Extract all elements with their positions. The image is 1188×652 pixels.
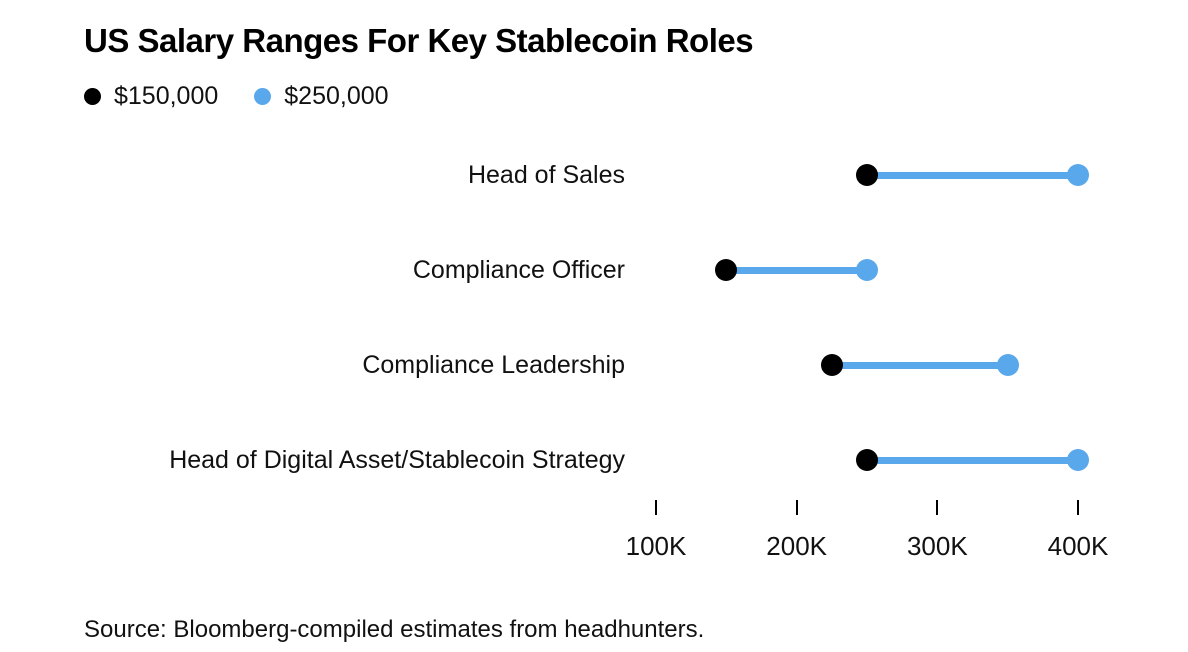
range-high-dot [1067,164,1089,186]
x-axis-tick-mark [936,500,939,515]
range-connector-line [726,266,867,274]
chart-legend: $150,000 $250,000 [84,82,389,111]
range-low-dot [856,164,878,186]
category-label: Head of Digital Asset/Stablecoin Strateg… [169,446,625,474]
chart-title: US Salary Ranges For Key Stablecoin Role… [84,22,754,59]
legend-low-dot-icon [84,88,101,105]
x-axis-tick-label: 300K [906,531,968,561]
legend-high-label: $250,000 [284,82,389,110]
x-axis-tick-label: 200K [766,531,828,561]
legend-low-label: $150,000 [114,82,219,110]
x-axis-tick-mark [1077,500,1079,515]
range-connector-line [867,456,1078,464]
range-high-dot [1067,449,1089,471]
range-low-dot [856,449,878,471]
x-axis-tick-mark [795,500,798,515]
category-label: Compliance Officer [412,256,625,284]
legend-item-low: $150,000 [84,82,218,111]
source-note: Source: Bloomberg-compiled estimates fro… [84,616,705,643]
range-high-dot [856,259,878,281]
range-high-dot [996,354,1019,376]
category-label: Compliance Leadership [362,351,625,379]
range-low-dot [715,259,738,281]
category-label: Head of Sales [467,161,625,189]
x-axis-tick-label: 400K [1047,531,1109,561]
range-connector-line [867,171,1078,179]
range-low-dot [820,354,843,376]
x-axis-tick-mark [655,500,657,515]
legend-item-high: $250,000 [254,82,389,111]
legend-high-dot-icon [254,88,272,105]
x-axis-tick-label: 100K [625,531,687,561]
range-connector-line [831,361,1008,369]
